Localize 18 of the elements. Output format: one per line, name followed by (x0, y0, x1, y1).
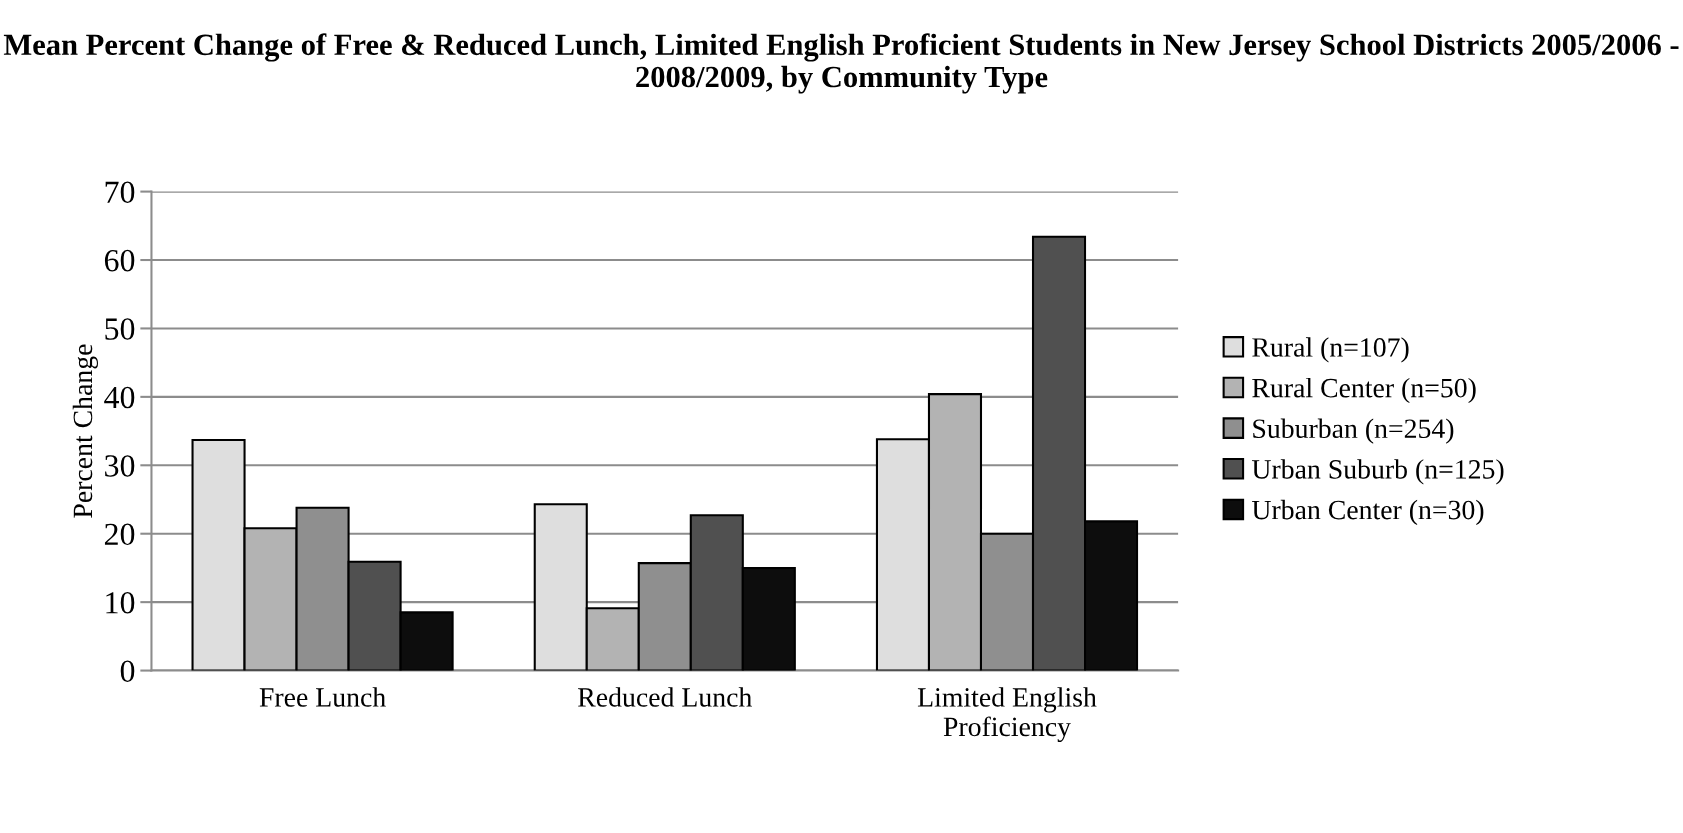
y-axis-title: Percent Change (72, 344, 98, 518)
chart-title: Mean Percent Change of Free & Reduced Lunch, Limited English Proficient Students in New Jersey School Districts 2005/2006 - 2008/2009, by Community Type (3, 33, 1679, 94)
y-tick-label: 40 (104, 386, 135, 409)
legend-label: Urban Suburb (n=125) (1251, 459, 1504, 485)
y-tick-label: 30 (105, 455, 135, 477)
x-tick-label: Free Lunch (259, 687, 386, 707)
y-tick-label: 20 (104, 523, 135, 546)
x-tick-label: Limited English Proficiency (917, 687, 1097, 742)
y-tick-label: 50 (105, 318, 135, 340)
y-tick-label: 60 (104, 249, 135, 272)
legend-label: Suburban (n=254) (1253, 418, 1454, 444)
x-tick-label: Reduced Lunch (578, 687, 752, 707)
y-tick-label: 10 (106, 591, 135, 614)
legend-label: Urban Center (n=30) (1251, 499, 1484, 526)
y-tick-label: 0 (120, 660, 135, 682)
legend-label: Rural (n=107) (1252, 337, 1409, 363)
legend-label: Rural Center (n=50) (1252, 377, 1476, 404)
y-tick-label: 70 (105, 181, 135, 203)
